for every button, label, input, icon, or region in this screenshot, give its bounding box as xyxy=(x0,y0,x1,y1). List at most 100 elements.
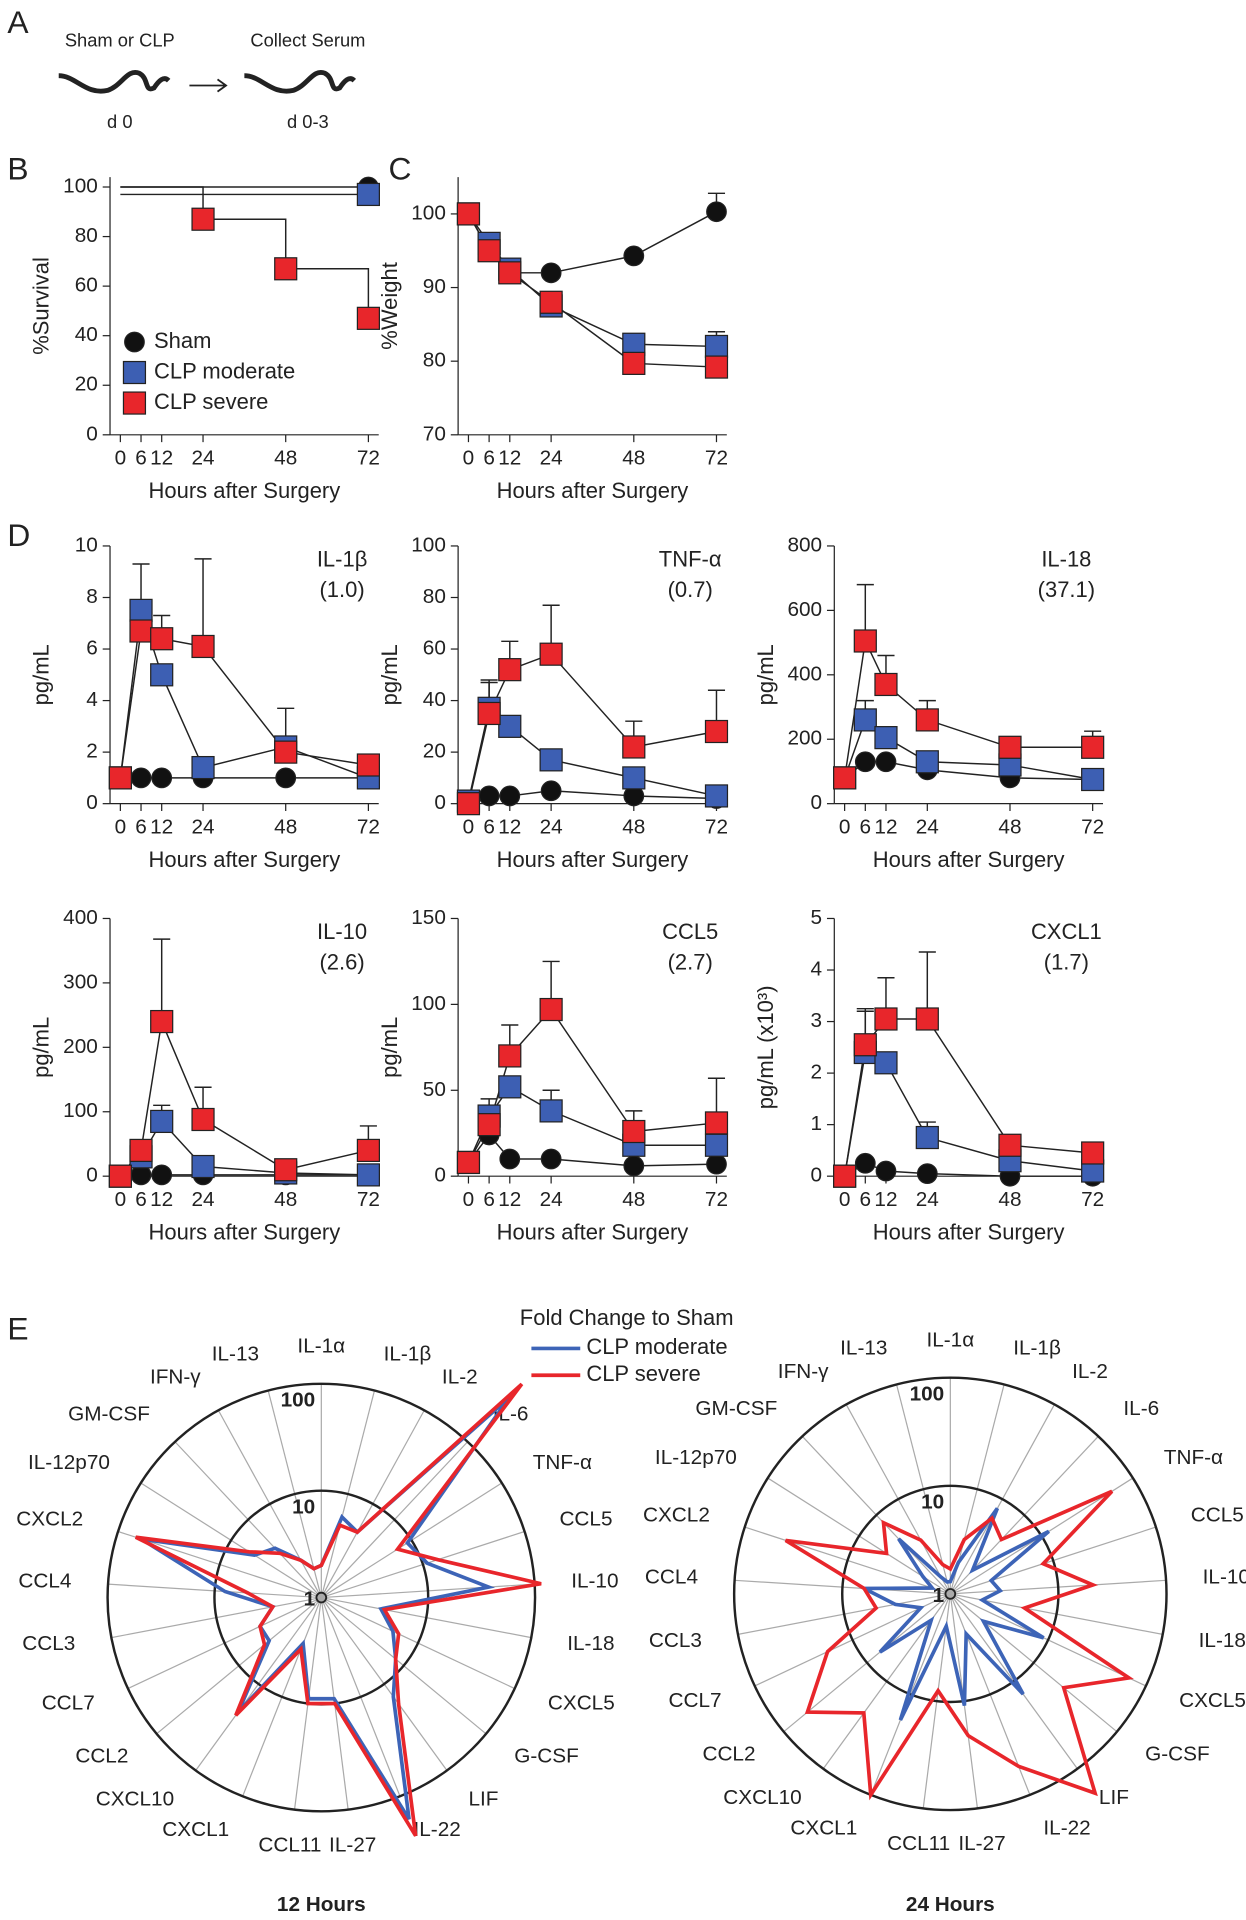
marker xyxy=(915,1125,939,1150)
marker xyxy=(915,750,939,774)
category-label: IL-27 xyxy=(958,1832,1005,1855)
marker xyxy=(477,1113,501,1137)
y-axis-label: pg/mL xyxy=(753,644,778,705)
y-tick-label: 20 xyxy=(423,740,446,763)
x-tick-label: 0 xyxy=(463,816,475,839)
panel-label: E xyxy=(7,1311,28,1347)
x-tick-label: 72 xyxy=(357,447,380,470)
y-tick-label: 3 xyxy=(811,1009,823,1032)
category-label: CCL7 xyxy=(42,1692,95,1715)
category-label: IL-1β xyxy=(384,1343,432,1366)
category-label: CXCL1 xyxy=(790,1816,857,1839)
marker xyxy=(540,262,562,284)
x-tick-label: 6 xyxy=(483,816,495,839)
x-tick-label: 72 xyxy=(1081,816,1104,839)
y-tick-label: 80 xyxy=(423,349,446,372)
marker xyxy=(150,1109,174,1134)
series-line xyxy=(119,629,369,778)
y-tick-label: 150 xyxy=(411,906,446,929)
category-label: CXCL5 xyxy=(548,1692,615,1715)
y-axis-label: pg/mL xyxy=(377,1017,402,1078)
marker xyxy=(129,619,153,643)
marker xyxy=(854,751,876,773)
marker xyxy=(356,1163,380,1187)
category-label: CXCL5 xyxy=(1179,1689,1246,1712)
marker xyxy=(191,1107,215,1132)
chart-title: IL-10 xyxy=(317,919,367,944)
radar-line xyxy=(784,1489,1134,1801)
category-label: IL-27 xyxy=(329,1833,376,1856)
x-tick-label: 0 xyxy=(115,447,127,470)
x-tick-label: 24 xyxy=(540,816,563,839)
legend-marker xyxy=(124,331,145,353)
marker xyxy=(499,1148,521,1170)
series-line xyxy=(843,1018,1093,1177)
x-tick-label: 12 xyxy=(498,1188,521,1211)
y-tick-label: 2 xyxy=(811,1061,823,1084)
chart-title: 12 Hours xyxy=(277,1893,366,1916)
marker xyxy=(539,997,563,1022)
category-label: CCL2 xyxy=(75,1745,128,1768)
y-tick-label: 0 xyxy=(86,1164,98,1187)
chart-subtitle: (0.7) xyxy=(668,577,713,602)
x-tick-label: 0 xyxy=(839,816,851,839)
marker xyxy=(998,1133,1022,1157)
chart-subtitle: (2.6) xyxy=(319,949,364,974)
x-tick-label: 72 xyxy=(705,1188,728,1211)
x-tick-label: 12 xyxy=(150,1188,173,1211)
series-line xyxy=(843,638,1093,779)
category-label: IL-18 xyxy=(1199,1629,1246,1652)
y-tick-label: 0 xyxy=(811,791,823,814)
marker xyxy=(477,701,501,726)
marker xyxy=(539,748,563,772)
x-tick-label: 24 xyxy=(191,447,214,470)
step-label: Sham or CLP xyxy=(65,29,175,50)
category-label: GM-CSF xyxy=(695,1397,777,1420)
y-tick-label: 300 xyxy=(63,970,98,993)
y-tick-label: 60 xyxy=(75,274,98,297)
x-tick-label: 48 xyxy=(998,816,1021,839)
marker xyxy=(1081,1141,1105,1165)
ring-label: 10 xyxy=(292,1495,315,1518)
marker xyxy=(706,201,727,223)
marker xyxy=(874,726,898,750)
y-tick-label: 70 xyxy=(423,422,446,445)
legend-label: CLP severe xyxy=(154,389,268,414)
category-label: CCL5 xyxy=(559,1508,612,1531)
legend-title: Fold Change to Sham xyxy=(520,1305,734,1330)
marker xyxy=(456,202,481,226)
marker xyxy=(191,207,215,231)
marker xyxy=(499,785,521,807)
x-tick-label: 48 xyxy=(274,1188,297,1211)
day-label: d 0-3 xyxy=(287,111,329,132)
marker xyxy=(477,239,501,263)
marker xyxy=(622,351,646,375)
x-axis-label: Hours after Surgery xyxy=(497,847,689,872)
arrow xyxy=(189,78,228,93)
legend-label: Sham xyxy=(154,328,211,353)
marker xyxy=(274,257,298,281)
series-line xyxy=(119,1018,369,1177)
chart-title: 24 Hours xyxy=(906,1893,995,1916)
x-tick-label: 6 xyxy=(135,447,147,470)
series-line xyxy=(120,186,370,319)
ring xyxy=(732,1376,1168,1812)
panel-label: D xyxy=(7,517,30,553)
x-axis-label: Hours after Surgery xyxy=(149,1219,341,1244)
y-tick-label: 4 xyxy=(86,688,98,711)
x-tick-label: 48 xyxy=(622,447,645,470)
marker xyxy=(833,766,857,790)
marker xyxy=(129,598,153,622)
marker xyxy=(622,1119,646,1144)
marker xyxy=(875,1160,897,1182)
x-tick-label: 72 xyxy=(357,1188,380,1211)
y-tick-label: 100 xyxy=(411,201,446,224)
category-label: CXCL1 xyxy=(162,1818,229,1841)
x-tick-label: 12 xyxy=(150,447,173,470)
marker xyxy=(706,1153,727,1175)
ring-label: 1 xyxy=(933,1584,945,1607)
y-axis-label: pg/mL (x10³) xyxy=(753,985,778,1109)
marker xyxy=(275,767,297,789)
x-tick-label: 12 xyxy=(498,447,521,470)
